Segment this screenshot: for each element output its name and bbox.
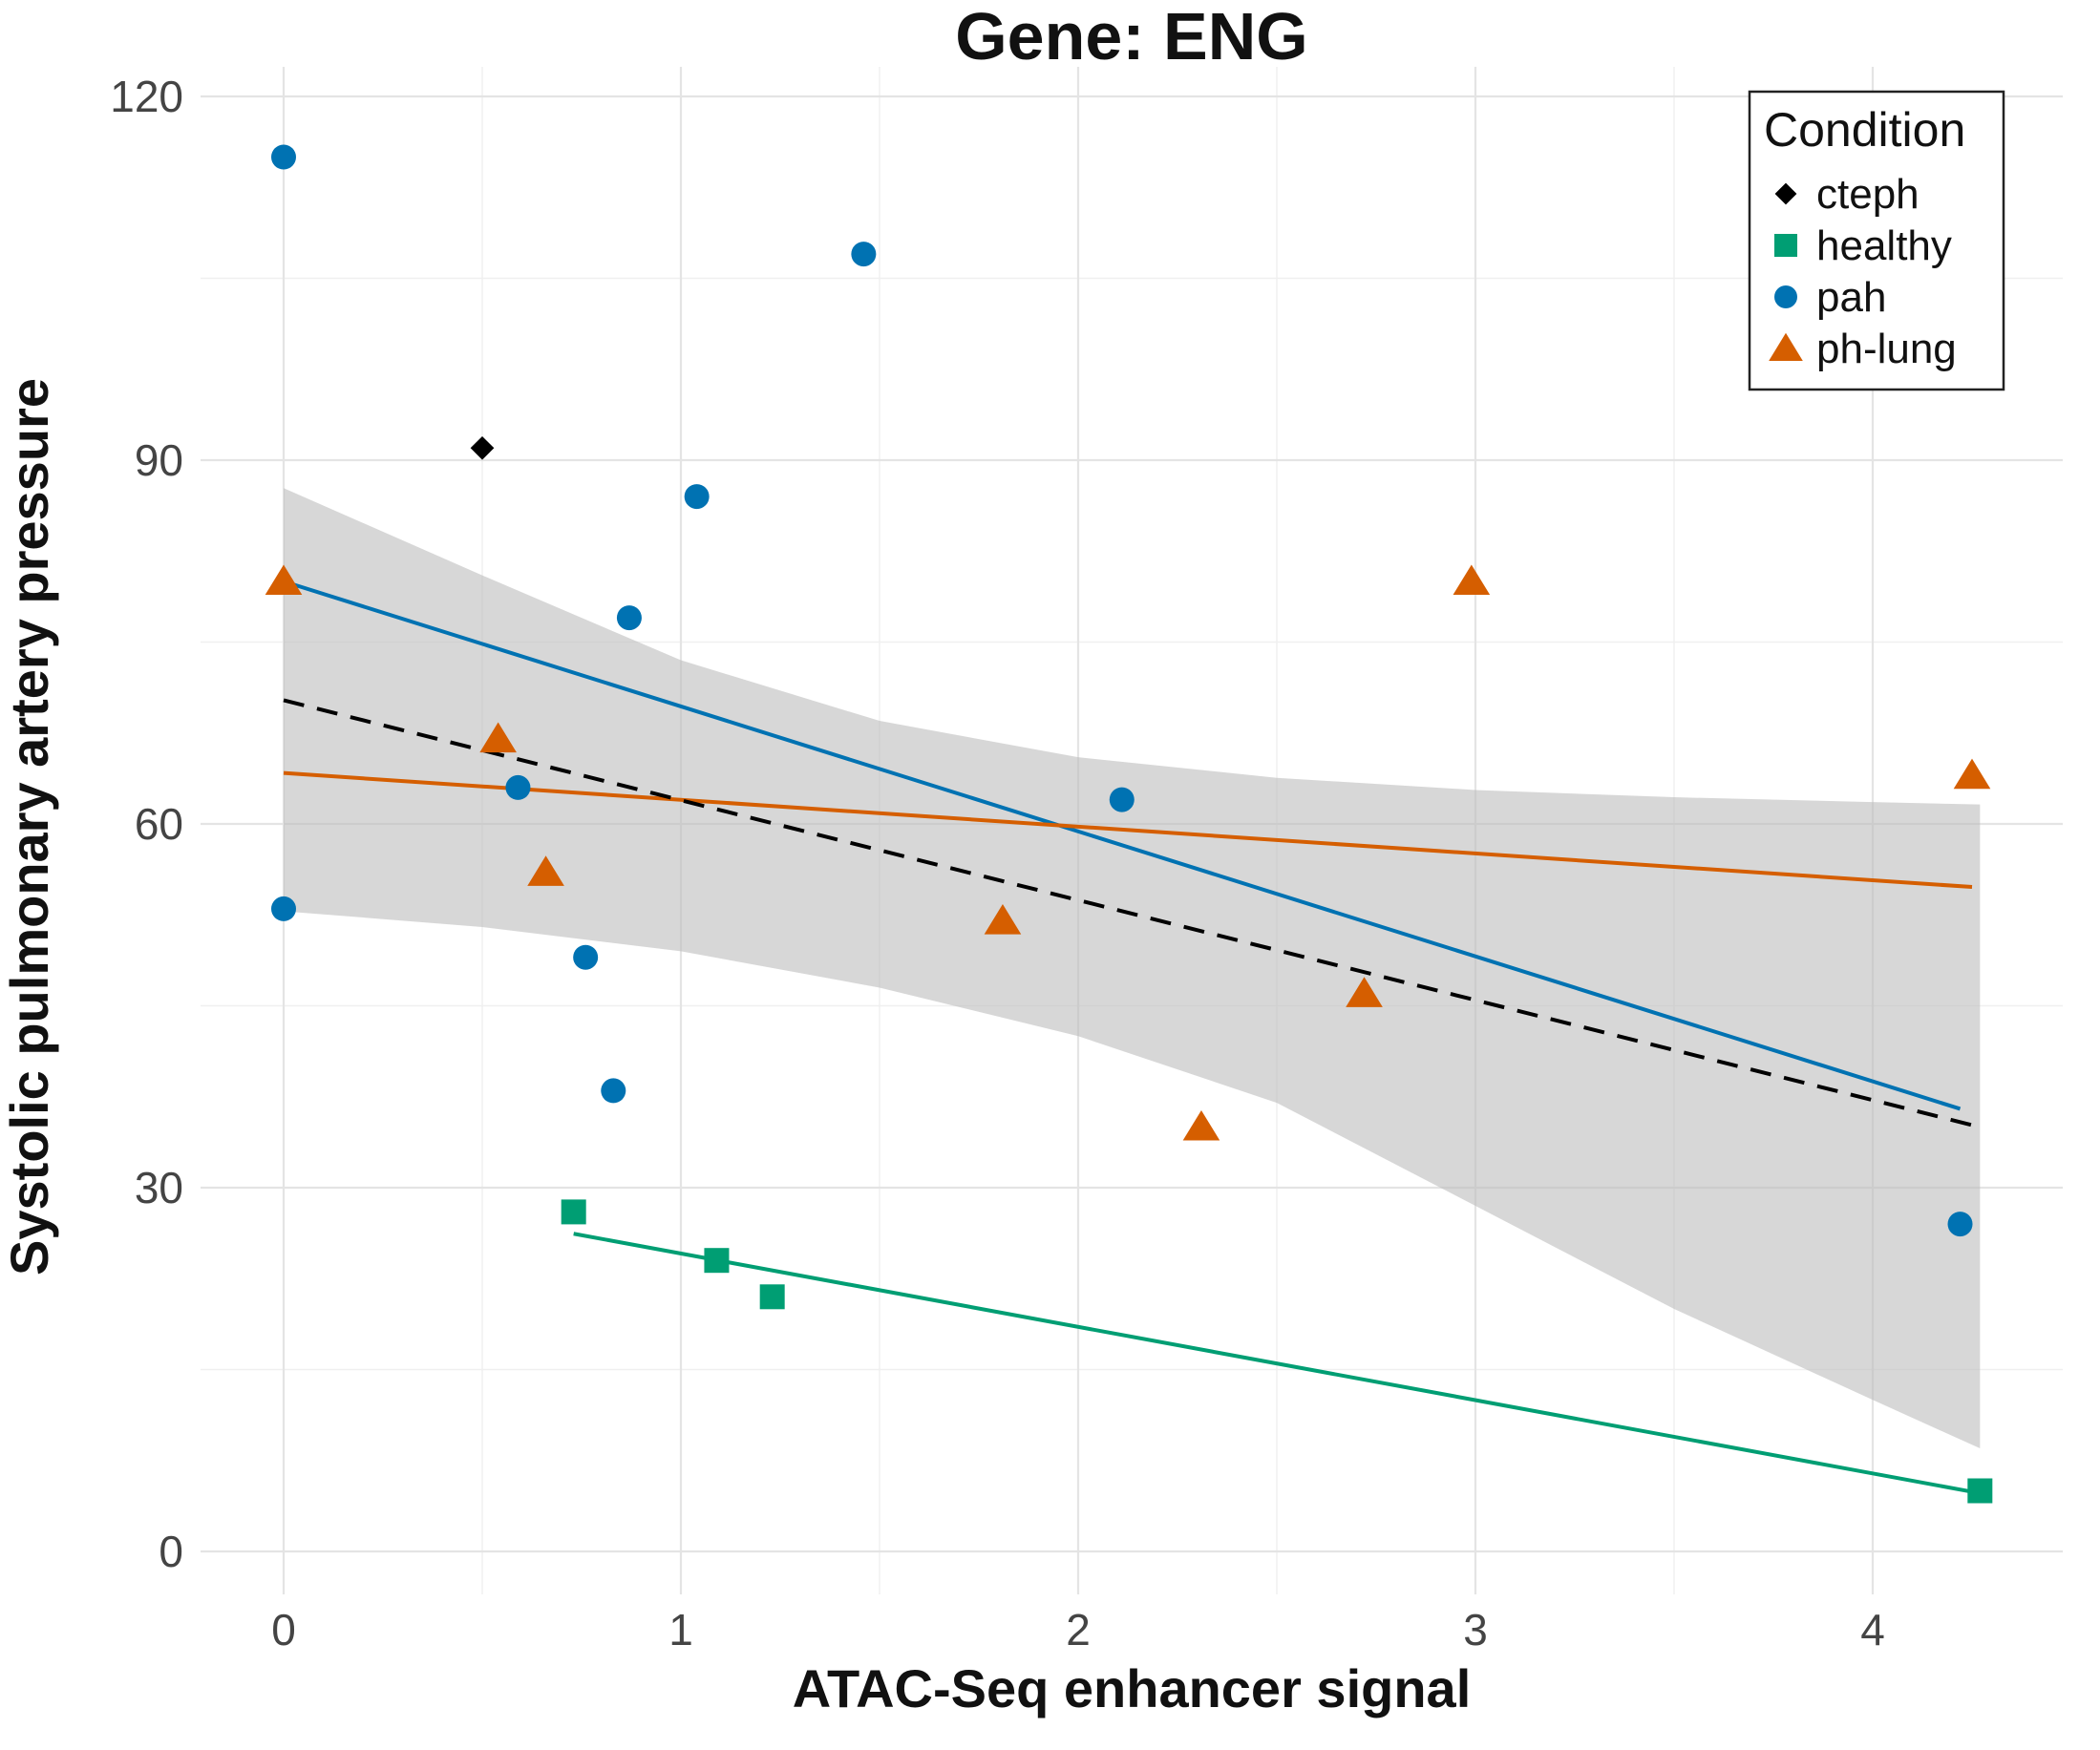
point-ph-lung: [265, 564, 303, 596]
point-healthy: [561, 1199, 586, 1225]
point-healthy: [704, 1248, 730, 1274]
fit-line-ph-lung: [283, 770, 1973, 890]
point-ph-lung: [1182, 1109, 1220, 1141]
point-pah: [505, 774, 531, 800]
legend-label-ph-lung: ph-lung: [1816, 326, 1957, 372]
point-ph-lung: [1953, 758, 1991, 790]
y-tick-label: 120: [110, 72, 183, 121]
x-tick-label: 3: [1463, 1605, 1488, 1655]
point-pah: [1109, 787, 1135, 812]
point-ph-lung: [1453, 564, 1491, 596]
chart-title: Gene: ENG: [955, 0, 1308, 74]
x-tick-label: 2: [1066, 1605, 1091, 1655]
confidence-ribbon-layer: [284, 488, 1981, 1449]
overall-fit-line: [283, 698, 1981, 1129]
y-tick-label: 60: [135, 799, 183, 849]
legend-label-cteph: cteph: [1816, 171, 1920, 218]
confidence-ribbon: [284, 488, 1981, 1449]
legend-key-ph-lung: [1769, 332, 1803, 361]
point-pah: [684, 484, 710, 510]
point-pah: [851, 242, 877, 267]
point-ph-lung: [984, 904, 1022, 935]
point-healthy: [759, 1284, 785, 1310]
point-ph-lung: [479, 722, 517, 753]
point-ph-lung: [1346, 977, 1383, 1007]
legend-key-pah: [1774, 285, 1797, 308]
fit-line-healthy: [573, 1232, 1981, 1496]
point-cteph: [470, 435, 495, 460]
legend-title: Condition: [1764, 103, 1965, 157]
point-pah: [573, 944, 599, 970]
data-points-layer: [265, 144, 1993, 1504]
point-ph-lung: [527, 855, 564, 886]
x-tick-label: 0: [271, 1605, 296, 1655]
point-pah: [271, 896, 296, 921]
x-axis-title: ATAC-Seq enhancer signal: [793, 1658, 1472, 1718]
point-healthy: [1967, 1478, 1993, 1504]
legend-key-cteph: [1774, 182, 1797, 205]
y-axis-title: Systolic pulmonary artery pressure: [0, 378, 59, 1276]
y-tick-label: 30: [135, 1163, 183, 1212]
x-tick-label: 4: [1860, 1605, 1885, 1655]
point-pah: [271, 144, 296, 170]
x-tick-label: 1: [668, 1605, 693, 1655]
point-pah: [1947, 1212, 1973, 1237]
y-tick-label: 0: [159, 1527, 183, 1576]
legend-key-healthy: [1774, 234, 1797, 257]
point-pah: [616, 605, 642, 631]
fit-line-pah: [283, 580, 1962, 1111]
axis-ticks-layer: 0 1 2 3 4 0 30 60 90 120: [110, 72, 1885, 1655]
y-tick-label: 90: [135, 435, 183, 485]
legend-label-pah: pah: [1816, 274, 1886, 321]
point-pah: [601, 1078, 626, 1104]
fit-lines-layer: [283, 580, 1981, 1496]
legend-label-healthy: healthy: [1816, 222, 1952, 269]
